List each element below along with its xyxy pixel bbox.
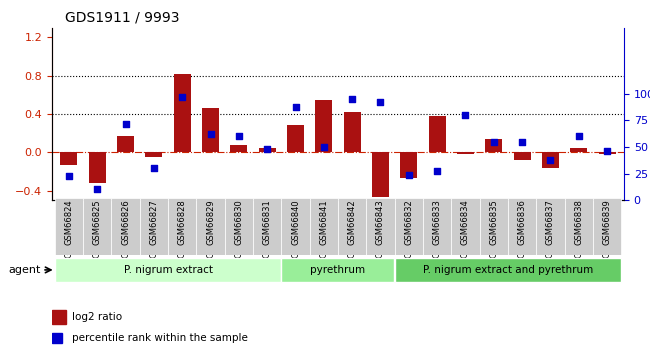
Text: GSM66833: GSM66833 bbox=[433, 199, 441, 245]
Text: P. nigrum extract and pyrethrum: P. nigrum extract and pyrethrum bbox=[422, 265, 593, 275]
Point bbox=[347, 97, 358, 102]
FancyBboxPatch shape bbox=[565, 198, 593, 255]
Bar bbox=[428, 116, 446, 152]
FancyBboxPatch shape bbox=[508, 198, 536, 255]
Text: P. nigrum extract: P. nigrum extract bbox=[124, 265, 213, 275]
Bar bbox=[599, 152, 616, 154]
Point bbox=[92, 187, 103, 192]
Bar bbox=[52, 333, 62, 343]
Text: GSM66825: GSM66825 bbox=[93, 199, 102, 245]
Text: GSM66828: GSM66828 bbox=[177, 199, 187, 245]
Point bbox=[234, 134, 244, 139]
Text: GSM66824: GSM66824 bbox=[64, 199, 73, 245]
Point bbox=[517, 139, 527, 145]
Point bbox=[545, 157, 556, 162]
FancyBboxPatch shape bbox=[196, 198, 225, 255]
Text: GSM66835: GSM66835 bbox=[489, 199, 499, 245]
Text: GSM66841: GSM66841 bbox=[319, 199, 328, 245]
Point bbox=[120, 121, 131, 126]
Point bbox=[375, 100, 385, 105]
Point bbox=[602, 148, 612, 154]
Bar bbox=[117, 136, 134, 152]
FancyBboxPatch shape bbox=[281, 198, 309, 255]
Text: GSM66838: GSM66838 bbox=[574, 199, 583, 245]
FancyBboxPatch shape bbox=[593, 198, 621, 255]
Bar bbox=[89, 152, 106, 183]
Text: GSM66831: GSM66831 bbox=[263, 199, 272, 245]
Text: GSM66826: GSM66826 bbox=[121, 199, 130, 245]
Point bbox=[573, 134, 584, 139]
FancyBboxPatch shape bbox=[281, 258, 394, 282]
Text: GSM66836: GSM66836 bbox=[517, 199, 526, 245]
FancyBboxPatch shape bbox=[395, 198, 423, 255]
FancyBboxPatch shape bbox=[168, 198, 196, 255]
Point bbox=[404, 172, 414, 177]
Text: GSM66834: GSM66834 bbox=[461, 199, 470, 245]
Text: GSM66827: GSM66827 bbox=[150, 199, 159, 245]
Text: GSM66842: GSM66842 bbox=[348, 199, 357, 245]
Point bbox=[460, 112, 471, 118]
Text: GSM66829: GSM66829 bbox=[206, 199, 215, 245]
Text: GDS1911 / 9993: GDS1911 / 9993 bbox=[65, 10, 179, 24]
Text: GSM66843: GSM66843 bbox=[376, 199, 385, 245]
Bar bbox=[457, 152, 474, 154]
Text: log2 ratio: log2 ratio bbox=[72, 312, 122, 322]
Text: GSM66840: GSM66840 bbox=[291, 199, 300, 245]
Bar bbox=[344, 112, 361, 152]
FancyBboxPatch shape bbox=[338, 198, 367, 255]
Point bbox=[432, 169, 442, 174]
FancyBboxPatch shape bbox=[423, 198, 451, 255]
FancyBboxPatch shape bbox=[111, 198, 140, 255]
FancyBboxPatch shape bbox=[309, 198, 338, 255]
Point bbox=[64, 173, 74, 178]
FancyBboxPatch shape bbox=[451, 198, 480, 255]
Point bbox=[318, 144, 329, 150]
FancyBboxPatch shape bbox=[83, 198, 111, 255]
Point bbox=[489, 139, 499, 145]
FancyBboxPatch shape bbox=[55, 198, 83, 255]
Bar bbox=[570, 148, 587, 152]
Bar bbox=[287, 125, 304, 152]
Bar bbox=[372, 152, 389, 197]
Point bbox=[262, 146, 272, 152]
FancyBboxPatch shape bbox=[536, 198, 565, 255]
FancyBboxPatch shape bbox=[225, 198, 253, 255]
FancyBboxPatch shape bbox=[253, 198, 281, 255]
FancyBboxPatch shape bbox=[480, 198, 508, 255]
FancyBboxPatch shape bbox=[140, 198, 168, 255]
Bar bbox=[230, 145, 248, 152]
Text: GSM66839: GSM66839 bbox=[603, 199, 612, 245]
Point bbox=[205, 131, 216, 137]
Bar bbox=[60, 152, 77, 165]
FancyBboxPatch shape bbox=[55, 258, 281, 282]
Point bbox=[149, 166, 159, 171]
Text: pyrethrum: pyrethrum bbox=[311, 265, 365, 275]
Bar bbox=[315, 100, 332, 152]
Bar bbox=[174, 73, 190, 152]
FancyBboxPatch shape bbox=[395, 258, 621, 282]
Bar bbox=[146, 152, 162, 157]
Text: GSM66837: GSM66837 bbox=[546, 199, 555, 245]
Bar bbox=[259, 148, 276, 152]
Bar bbox=[52, 310, 66, 324]
Point bbox=[291, 104, 301, 109]
Text: agent: agent bbox=[9, 265, 41, 275]
Point bbox=[177, 95, 187, 100]
Text: GSM66832: GSM66832 bbox=[404, 199, 413, 245]
Bar bbox=[202, 108, 219, 152]
FancyBboxPatch shape bbox=[367, 198, 395, 255]
Text: GSM66830: GSM66830 bbox=[235, 199, 243, 245]
Text: percentile rank within the sample: percentile rank within the sample bbox=[72, 333, 248, 343]
Bar bbox=[514, 152, 530, 160]
Bar bbox=[486, 139, 502, 152]
Bar bbox=[542, 152, 559, 168]
Bar bbox=[400, 152, 417, 178]
